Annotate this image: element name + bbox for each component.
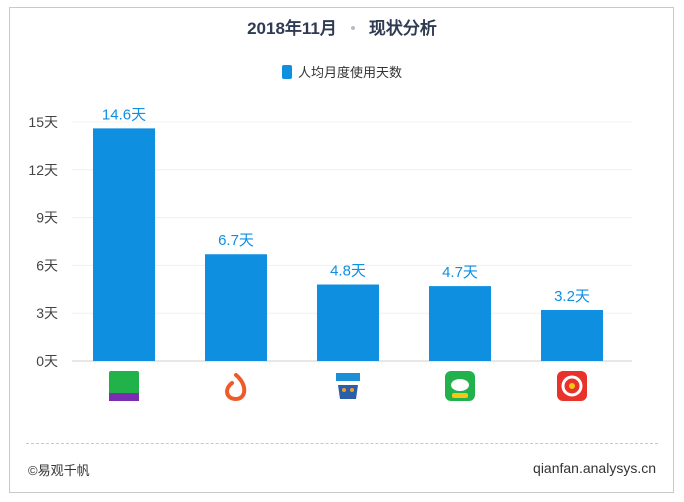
app-icon-missfresh-band: [109, 393, 139, 401]
source-credit: ©易观千帆: [28, 463, 90, 478]
bar: [205, 254, 267, 361]
app-icon-hema-text: [336, 373, 360, 381]
y-tick-label: 12天: [28, 162, 58, 178]
y-tick-label: 15天: [28, 114, 58, 130]
bar: [93, 128, 155, 361]
app-icon-jddj-dog: [451, 379, 469, 391]
title-separator-dot: [350, 26, 355, 31]
y-tick-label: 0天: [36, 353, 58, 369]
bar: [429, 286, 491, 361]
bar-value-label: 4.7天: [442, 264, 478, 281]
title-date: 2018年11月: [247, 19, 337, 38]
chart-legend[interactable]: 人均月度使用天数: [0, 62, 684, 81]
legend-label: 人均月度使用天数: [297, 65, 402, 80]
app-icon-jddj-band: [452, 393, 468, 398]
y-tick-label: 6天: [36, 257, 58, 273]
bar-value-label: 3.2天: [554, 288, 590, 305]
title-text: 现状分析: [368, 19, 437, 38]
bar-value-label: 4.8天: [330, 263, 366, 280]
footer-divider: [26, 443, 658, 444]
app-icon-hema-eye: [342, 388, 346, 392]
y-tick-label: 3天: [36, 305, 58, 321]
y-tick-label: 9天: [36, 210, 58, 226]
chart-title: 2018年11月 现状分析: [0, 14, 684, 39]
bar-value-label: 14.6天: [102, 106, 146, 123]
app-icon-hema-eye: [350, 388, 354, 392]
legend-swatch: [281, 65, 292, 79]
app-icon-hema: [338, 385, 358, 399]
app-icon-dmall-dot: [569, 383, 575, 389]
app-icon-dmall-ring: [561, 375, 583, 397]
bar: [541, 310, 603, 361]
app-icon-dingdong: [225, 373, 247, 402]
bar-value-label: 6.7天: [218, 232, 254, 249]
source-site: qianfan.analysys.cn: [533, 460, 656, 476]
bar: [317, 284, 379, 361]
